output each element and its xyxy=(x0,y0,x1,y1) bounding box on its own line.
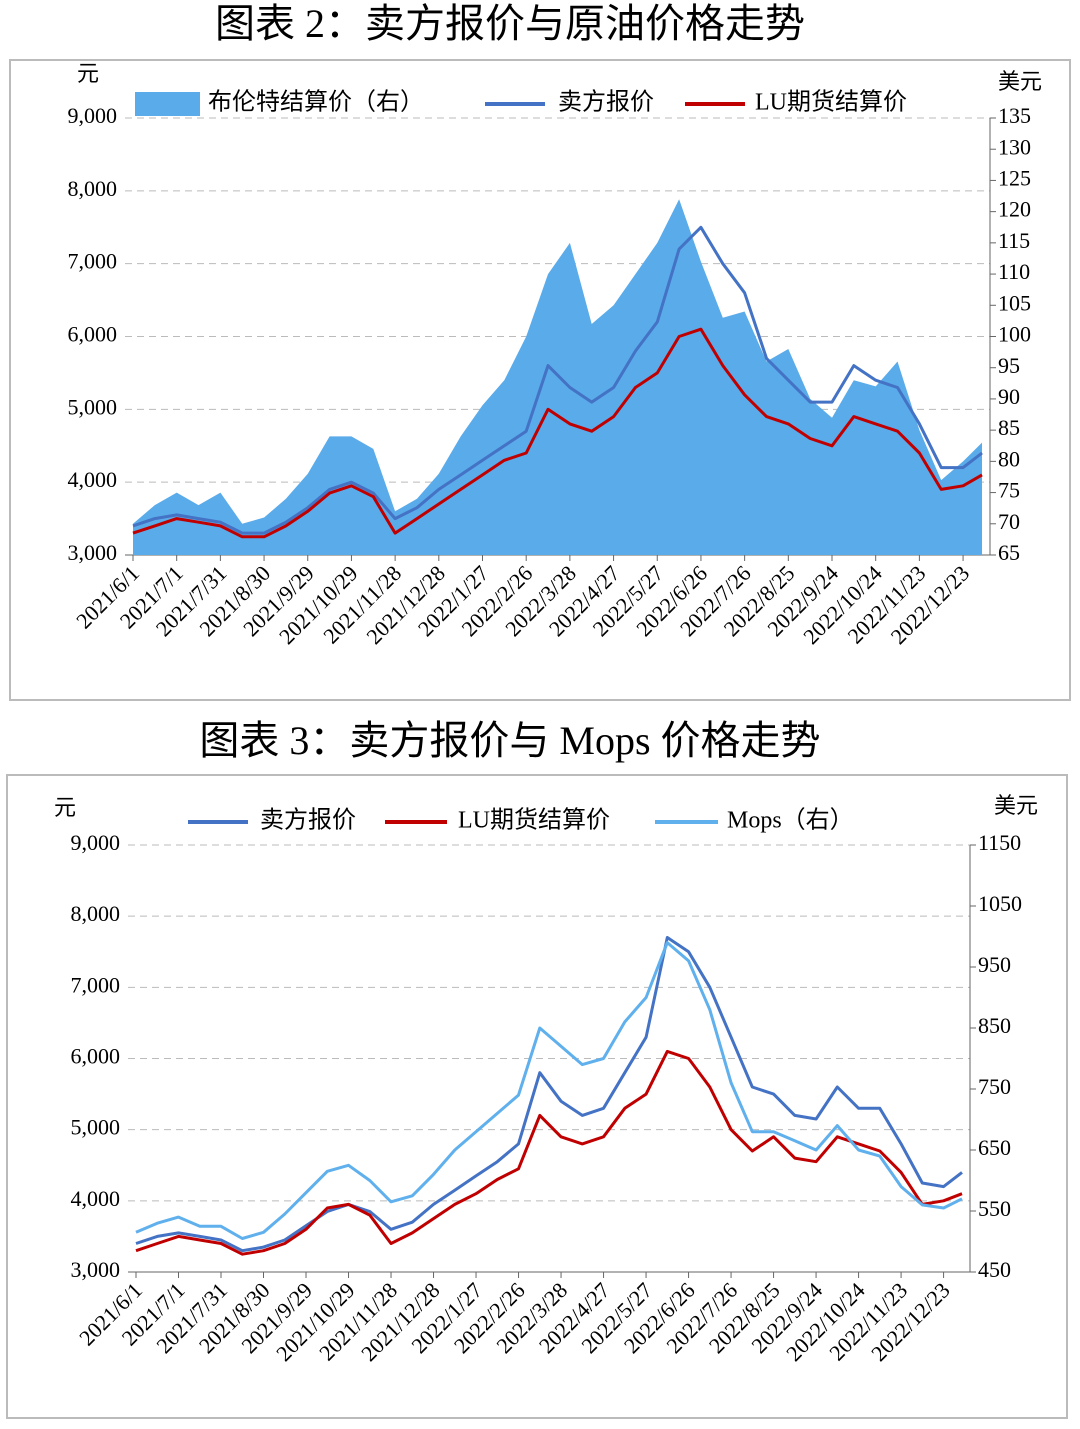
y2-tick-label: 115 xyxy=(998,228,1030,253)
y2-tick-label: 135 xyxy=(998,103,1031,128)
chart-title: 图表 2：卖方报价与原油价格走势 xyxy=(215,1,805,46)
y2-tick-label: 850 xyxy=(978,1013,1011,1038)
y2-tick-label: 125 xyxy=(998,165,1031,190)
y2-tick-label: 100 xyxy=(998,322,1031,347)
y-tick-label: 6,000 xyxy=(68,322,118,347)
y-axis-label: 元 xyxy=(77,61,99,86)
y-tick-label: 3,000 xyxy=(68,540,118,565)
y-tick-label: 4,000 xyxy=(71,1186,121,1211)
y-tick-label: 7,000 xyxy=(71,972,121,997)
legend-label: 布伦特结算价（右） xyxy=(208,89,424,116)
y2-axis-label: 美元 xyxy=(998,69,1042,94)
y-tick-label: 6,000 xyxy=(71,1044,121,1069)
legend-label: 卖方报价 xyxy=(558,89,654,116)
y2-tick-label: 105 xyxy=(998,290,1031,315)
y2-tick-label: 70 xyxy=(998,509,1020,534)
legend-swatch xyxy=(135,92,200,116)
line xyxy=(132,225,983,535)
chart-frame xyxy=(6,774,1068,1419)
y2-tick-label: 120 xyxy=(998,197,1031,222)
y2-tick-label: 65 xyxy=(998,540,1020,565)
y2-tick-label: 130 xyxy=(998,134,1031,159)
y2-tick-label: 750 xyxy=(978,1074,1011,1099)
y2-tick-label: 1050 xyxy=(978,891,1022,916)
legend-label: LU期货结算价 xyxy=(458,807,610,834)
y-tick-label: 8,000 xyxy=(71,901,121,926)
line xyxy=(132,327,983,539)
y2-axis-label: 美元 xyxy=(994,793,1038,818)
y-tick-label: 9,000 xyxy=(71,830,121,855)
chart-title: 图表 3：卖方报价与 Mops 价格走势 xyxy=(199,718,820,763)
y2-tick-label: 1150 xyxy=(978,830,1021,855)
y-tick-label: 7,000 xyxy=(68,249,118,274)
y2-tick-label: 90 xyxy=(998,384,1020,409)
y2-tick-label: 85 xyxy=(998,415,1020,440)
y2-tick-label: 550 xyxy=(978,1196,1011,1221)
legend-label: LU期货结算价 xyxy=(755,89,907,116)
y2-tick-label: 450 xyxy=(978,1257,1011,1282)
y2-tick-label: 80 xyxy=(998,446,1020,471)
y2-tick-label: 75 xyxy=(998,478,1020,503)
y-tick-label: 4,000 xyxy=(68,467,118,492)
y-tick-label: 5,000 xyxy=(71,1115,121,1140)
y-tick-label: 3,000 xyxy=(71,1257,121,1282)
y2-tick-label: 110 xyxy=(998,259,1030,284)
chart-frame xyxy=(9,59,1071,701)
y-tick-label: 9,000 xyxy=(68,103,118,128)
legend-label: 卖方报价 xyxy=(260,807,356,834)
line xyxy=(135,941,963,1240)
legend-label: Mops（右） xyxy=(727,807,854,834)
y-tick-label: 5,000 xyxy=(68,394,118,419)
line xyxy=(135,936,963,1253)
line xyxy=(135,1049,963,1256)
y2-tick-label: 650 xyxy=(978,1135,1011,1160)
y2-tick-label: 950 xyxy=(978,952,1011,977)
y-axis-label: 元 xyxy=(54,795,76,820)
y2-tick-label: 95 xyxy=(998,353,1020,378)
y-tick-label: 8,000 xyxy=(68,176,118,201)
